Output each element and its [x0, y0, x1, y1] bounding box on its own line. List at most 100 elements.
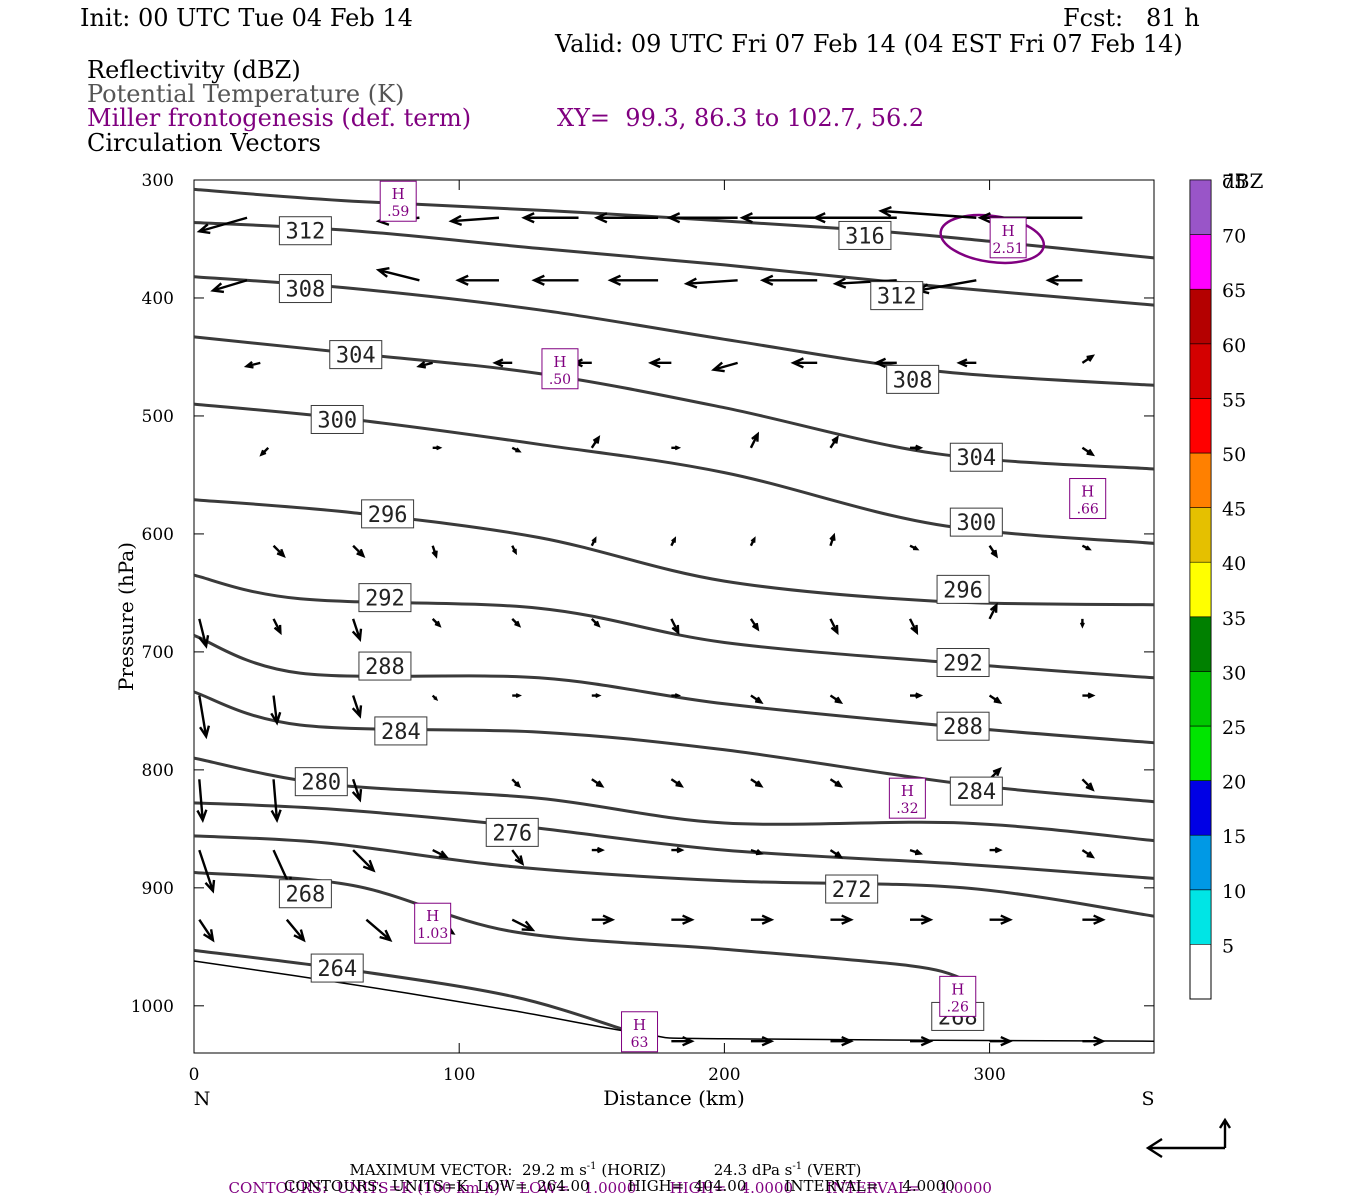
colorbar-swatch	[1189, 725, 1212, 781]
colorbar-swatch	[1189, 616, 1212, 672]
theta-label-box	[358, 651, 412, 681]
circulation-vector	[531, 274, 579, 286]
colorbar-swatch	[1189, 507, 1212, 563]
circulation-vector	[511, 778, 522, 789]
circulation-vector	[593, 212, 659, 224]
circulation-vector	[910, 444, 924, 451]
theta-contour-272	[193, 834, 1155, 918]
theta-label: 284	[956, 780, 996, 805]
theta-label-box	[278, 879, 332, 909]
circulation-vector	[590, 536, 597, 547]
circulation-vector	[830, 914, 854, 925]
field-frontogenesis: Miller frontogenesis (def. term)	[87, 104, 472, 132]
circulation-vector	[1082, 914, 1106, 925]
x-tick-label: 100	[443, 1065, 475, 1085]
theta-label-box	[870, 281, 924, 311]
theta-label: 276	[492, 821, 532, 846]
frontogenesis-max-value: .59	[387, 204, 409, 220]
circulation-vector	[1045, 274, 1083, 286]
colorbar-label: 35	[1222, 608, 1246, 630]
theta-label: 304	[336, 344, 376, 369]
circulation-vector	[1081, 354, 1096, 364]
colorbar-swatch	[1189, 780, 1212, 836]
colorbar-label: 30	[1222, 662, 1246, 684]
frontogenesis-max-box	[541, 348, 579, 390]
frontogenesis-max-value: 63	[631, 1035, 649, 1051]
circulation-vector	[671, 914, 695, 925]
circulation-vector	[1081, 849, 1096, 859]
circulation-vector	[878, 206, 977, 219]
theta-label: 264	[317, 957, 357, 982]
max-vert-tag: (VERT)	[806, 1161, 862, 1179]
circulation-vector	[196, 779, 208, 824]
circulation-vector	[989, 914, 1013, 925]
frontogenesis-max-mark: H	[1002, 222, 1015, 240]
contour1-text: CONTOURS: UNITS=K (100 km h)	[228, 1179, 500, 1197]
circulation-vector	[455, 274, 499, 286]
y-tick-label: 300	[142, 171, 174, 191]
colorbar-label: 75	[1222, 171, 1246, 193]
x-end-label-north: N	[194, 1088, 211, 1110]
theta-label-box	[358, 583, 412, 613]
circulation-vector	[829, 435, 839, 449]
circulation-vector	[591, 914, 616, 925]
circulation-vector	[1081, 544, 1092, 551]
colorbar-label: 70	[1222, 226, 1246, 248]
circulation-vector	[671, 1035, 695, 1047]
circulation-vector	[351, 695, 363, 719]
circulation-vector	[749, 536, 756, 547]
circulation-vector	[198, 849, 216, 894]
theta-label-box	[310, 953, 364, 983]
theta-label: 288	[943, 715, 983, 740]
circulation-vector	[198, 695, 211, 740]
y-axis-title: Pressure (hPa)	[114, 542, 138, 691]
theta-label-box	[485, 817, 539, 847]
circulation-vector	[648, 357, 672, 369]
y-tick-label: 1000	[131, 997, 174, 1017]
circulation-vector	[750, 778, 764, 788]
circulation-vector	[416, 361, 433, 369]
circulation-vector	[830, 1035, 854, 1047]
colorbar-title: dBZ	[1222, 169, 1264, 193]
circulation-vector	[243, 361, 261, 369]
frontogenesis-max-value: .26	[947, 999, 969, 1015]
circulation-vector	[683, 277, 738, 289]
colorbar-swatch	[1189, 398, 1212, 454]
frontogenesis-max-value: .32	[896, 801, 918, 817]
colorbar-swatch	[1189, 834, 1212, 891]
circulation-vector	[1081, 446, 1096, 457]
colorbar-swatch	[1189, 671, 1212, 727]
circulation-vector	[829, 532, 836, 547]
contour-info-theta: CONTOURS: UNITS=K LOW= 264.00 HIGH= 404.…	[284, 1177, 955, 1195]
circulation-vector	[270, 779, 282, 824]
colorbar-label: 55	[1222, 389, 1246, 411]
circulation-vector	[832, 277, 897, 289]
circulation-vector	[352, 544, 366, 558]
circulation-vector	[1082, 1035, 1106, 1047]
theta-label: 292	[943, 652, 983, 677]
theta-label-box	[936, 648, 990, 678]
circulation-vector	[910, 692, 924, 699]
y-tick-label: 900	[142, 879, 174, 899]
field-theta: Potential Temperature (K)	[87, 80, 405, 108]
theta-label: 284	[381, 720, 421, 745]
frontogenesis-max-value: .66	[1077, 502, 1099, 518]
colorbar-swatch	[1189, 288, 1212, 345]
theta-label: 288	[365, 655, 405, 680]
circulation-vector	[198, 919, 215, 943]
max-horiz: 29.2 m s	[521, 1161, 587, 1179]
circulation-vector	[448, 214, 500, 227]
colorbar-label: 20	[1222, 772, 1246, 794]
circulation-vector	[511, 446, 522, 453]
theta-label-box	[361, 499, 415, 529]
colorbar-label: 10	[1222, 881, 1246, 903]
circulation-vector	[956, 358, 977, 368]
circulation-vector	[750, 848, 764, 856]
reference-vector-horizontal	[1145, 1137, 1225, 1159]
frontogenesis-max-box	[621, 1011, 659, 1053]
colorbar-label: 50	[1222, 444, 1246, 466]
x-tick-label: 200	[708, 1065, 740, 1085]
theta-label: 296	[943, 578, 983, 603]
circulation-vector	[431, 618, 442, 628]
